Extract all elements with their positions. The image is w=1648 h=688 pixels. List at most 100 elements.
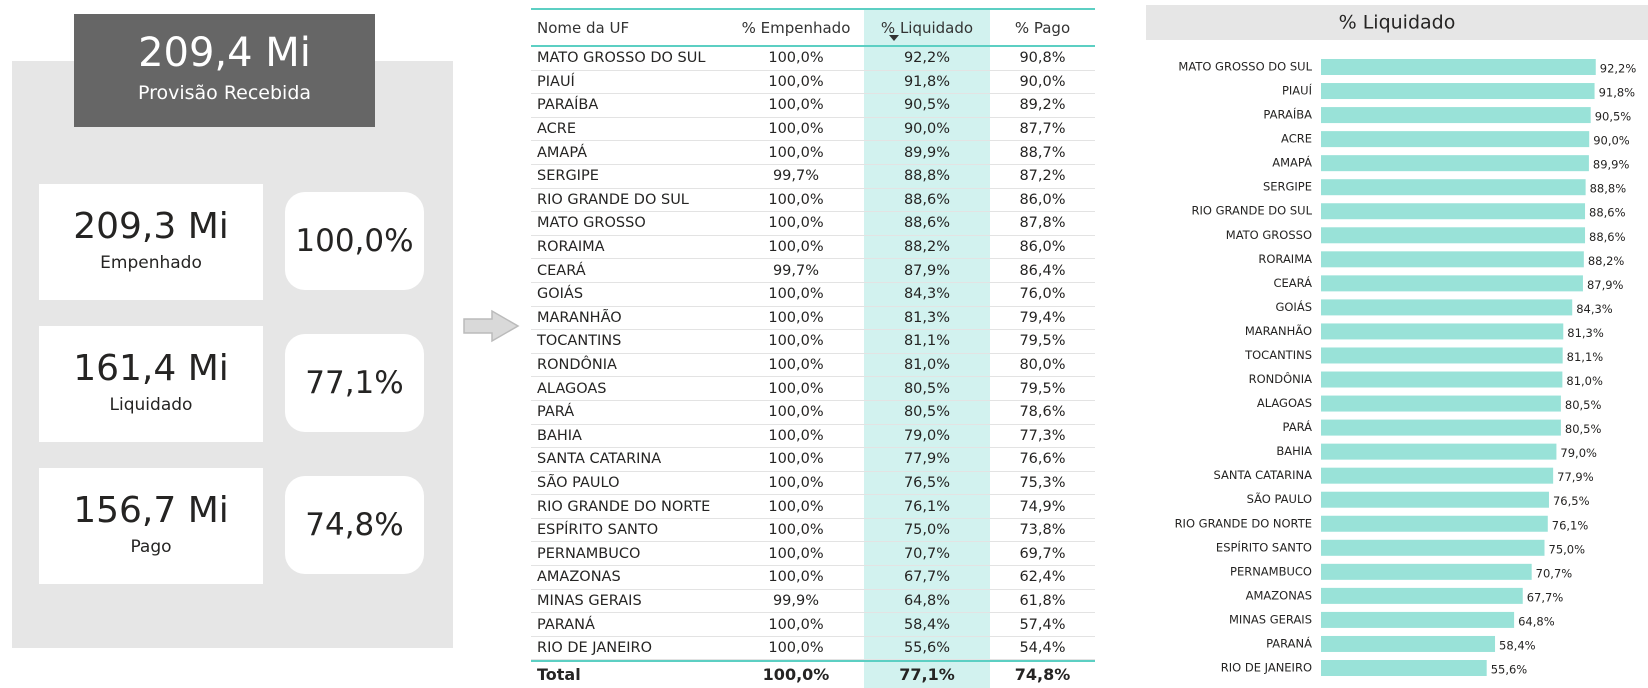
bar bbox=[1321, 251, 1584, 268]
table-cell: PERNAMBUCO bbox=[537, 545, 641, 562]
table-cell: 86,4% bbox=[1019, 262, 1066, 279]
data-label: 87,9% bbox=[1587, 278, 1624, 292]
sort-indicator bbox=[889, 35, 899, 41]
y-tick-label: BAHIA bbox=[1276, 444, 1312, 458]
table-cell: 88,6% bbox=[903, 191, 951, 208]
table-row: MARANHÃO 100,0% 81,3% 79,4% bbox=[531, 307, 1095, 331]
bar bbox=[1321, 539, 1545, 556]
table-row: PARANÁ 100,0% 58,4% 57,4% bbox=[531, 613, 1095, 637]
total-cell: 100,0% bbox=[762, 665, 830, 685]
y-tick-label: MATO GROSSO bbox=[1226, 228, 1312, 242]
table-row: CEARÁ 99,7% 87,9% 86,4% bbox=[531, 259, 1095, 283]
data-label: 88,6% bbox=[1589, 206, 1626, 220]
table-cell: 86,0% bbox=[1019, 239, 1066, 256]
table-cell: MATO GROSSO bbox=[537, 215, 646, 232]
table-cell: 87,7% bbox=[1019, 121, 1066, 138]
table-cell: 100,0% bbox=[768, 357, 824, 374]
data-label: 88,2% bbox=[1588, 254, 1625, 268]
table-cell: RIO DE JANEIRO bbox=[537, 640, 653, 657]
table-cell: 99,7% bbox=[772, 262, 820, 279]
table-cell: 100,0% bbox=[768, 640, 824, 657]
table-cell: 100,0% bbox=[768, 73, 824, 90]
table-cell: 100,0% bbox=[768, 404, 824, 421]
table-header: Nome da UF % Empenhado % Liquidado % Pago bbox=[531, 8, 1095, 47]
bar bbox=[1321, 515, 1548, 532]
table-cell: 100,0% bbox=[768, 380, 824, 397]
y-tick-label: SÃO PAULO bbox=[1247, 491, 1312, 506]
kpi-value: 156,7 Mi bbox=[73, 490, 229, 531]
table-row: TOCANTINS 100,0% 81,1% 79,5% bbox=[531, 330, 1095, 354]
table-row: SÃO PAULO 100,0% 76,5% 75,3% bbox=[531, 472, 1095, 496]
bar bbox=[1321, 587, 1523, 604]
bar bbox=[1321, 203, 1586, 220]
table-cell: 100,0% bbox=[768, 427, 824, 444]
table-cell: 100,0% bbox=[768, 215, 824, 232]
bar bbox=[1321, 107, 1591, 124]
y-tick-label: PARAÍBA bbox=[1263, 107, 1312, 122]
table-cell: 100,0% bbox=[768, 474, 824, 491]
data-label: 80,5% bbox=[1565, 398, 1602, 412]
y-tick-label: MATO GROSSO DO SUL bbox=[1178, 60, 1312, 74]
data-label: 92,2% bbox=[1600, 62, 1637, 76]
data-label: 88,6% bbox=[1589, 230, 1626, 244]
table-cell: 100,0% bbox=[768, 498, 824, 515]
bar bbox=[1321, 131, 1590, 148]
column-header: % Pago bbox=[1014, 18, 1071, 37]
y-tick-label: ACRE bbox=[1281, 132, 1312, 146]
bar bbox=[1321, 323, 1564, 340]
table-row: RIO GRANDE DO NORTE 100,0% 76,1% 74,9% bbox=[531, 495, 1095, 519]
table-cell: 90,8% bbox=[1019, 50, 1066, 67]
table-row: AMAZONAS 100,0% 67,7% 62,4% bbox=[531, 566, 1095, 590]
table-row: GOIÁS 100,0% 84,3% 76,0% bbox=[531, 283, 1095, 307]
table-cell: 100,0% bbox=[768, 144, 824, 161]
total-cell: Total bbox=[537, 665, 581, 685]
chart-title: % Liquidado bbox=[1339, 12, 1456, 34]
y-tick-label: MARANHÃO bbox=[1245, 323, 1312, 338]
table-cell: AMAZONAS bbox=[537, 569, 621, 586]
data-label: 89,9% bbox=[1593, 158, 1630, 172]
y-tick-label: PIAUÍ bbox=[1282, 83, 1313, 98]
y-tick-label: TOCANTINS bbox=[1244, 348, 1312, 362]
data-label: 81,0% bbox=[1566, 374, 1603, 388]
table-cell: PIAUÍ bbox=[537, 73, 575, 90]
bar bbox=[1321, 83, 1595, 100]
table-cell: 80,5% bbox=[903, 380, 951, 397]
data-label: 90,0% bbox=[1593, 134, 1630, 148]
table-cell: 76,0% bbox=[1019, 286, 1066, 303]
y-tick-label: PARANÁ bbox=[1266, 635, 1312, 650]
table-cell: PARANÁ bbox=[537, 616, 595, 633]
table-cell: 100,0% bbox=[768, 191, 824, 208]
table-cell: BAHIA bbox=[537, 427, 582, 444]
data-label: 88,8% bbox=[1590, 182, 1627, 196]
table-cell: AMAPÁ bbox=[537, 144, 588, 161]
table-cell: 77,3% bbox=[1019, 427, 1066, 444]
table-row: PERNAMBUCO 100,0% 70,7% 69,7% bbox=[531, 542, 1095, 567]
kpi-label: Liquidado bbox=[109, 395, 193, 415]
table-row: RIO GRANDE DO SUL 100,0% 88,6% 86,0% bbox=[531, 189, 1095, 213]
bar bbox=[1321, 59, 1596, 75]
table-cell: 100,0% bbox=[768, 239, 824, 256]
table: Nome da UF % Empenhado % Liquidado % Pago MA… bbox=[531, 8, 1095, 687]
bar bbox=[1321, 371, 1563, 388]
table-cell: 76,6% bbox=[1019, 451, 1066, 468]
table-row: RIO DE JANEIRO 100,0% 55,6% 54,4% bbox=[531, 637, 1095, 661]
kpi-card: 209,3 Mi Empenhado bbox=[39, 184, 263, 300]
bar bbox=[1321, 299, 1573, 316]
table-cell: CEARÁ bbox=[537, 262, 586, 279]
table-cell: 81,0% bbox=[903, 357, 951, 374]
y-tick-label: PERNAMBUCO bbox=[1230, 564, 1312, 578]
y-tick-label: GOIÁS bbox=[1275, 299, 1312, 314]
y-tick-label: SANTA CATARINA bbox=[1214, 468, 1313, 482]
data-label: 81,3% bbox=[1567, 326, 1604, 340]
y-tick-label: ALAGOAS bbox=[1257, 396, 1312, 410]
table-cell: PARÁ bbox=[537, 404, 575, 421]
table-cell: 91,8% bbox=[903, 73, 951, 90]
table-cell: MINAS GERAIS bbox=[537, 592, 642, 609]
bar bbox=[1321, 227, 1586, 244]
kpi-percent: 100,0% bbox=[285, 192, 424, 290]
data-label: 64,8% bbox=[1518, 614, 1555, 628]
column-header: % Empenhado bbox=[741, 18, 851, 37]
y-tick-label: RIO GRANDE DO NORTE bbox=[1175, 516, 1312, 530]
y-tick-label: RIO DE JANEIRO bbox=[1221, 661, 1312, 675]
table-row: RONDÔNIA 100,0% 81,0% 80,0% bbox=[531, 354, 1095, 378]
